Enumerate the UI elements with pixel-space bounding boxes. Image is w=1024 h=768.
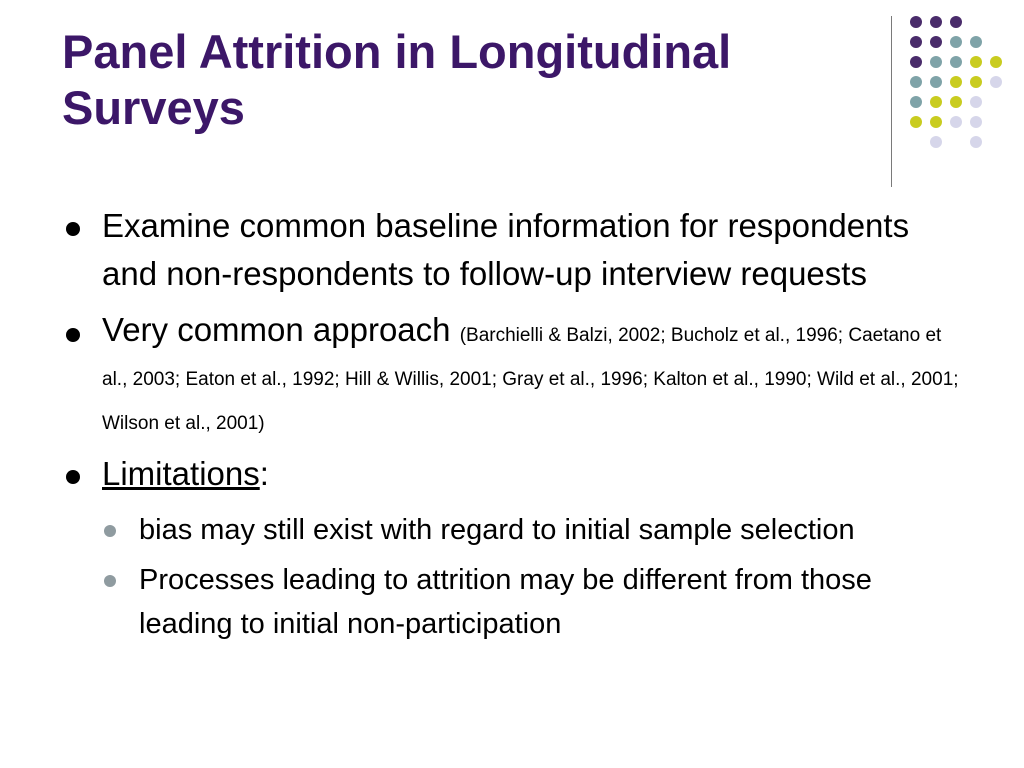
- bullet-baseline-info: Examine common baseline information for …: [62, 202, 962, 298]
- bullet-dot-icon: [66, 328, 80, 342]
- bullet-text: Examine common baseline information for …: [102, 207, 910, 292]
- sub-bullet-text: Processes leading to attrition may be di…: [139, 564, 872, 640]
- decoration-dot: [950, 36, 962, 48]
- decoration-dot: [930, 116, 942, 128]
- dot-grid-decoration: [910, 16, 1002, 148]
- slide-body: Examine common baseline information for …: [62, 202, 962, 652]
- decoration-dot: [950, 56, 962, 68]
- bullet-dot-icon: [66, 222, 80, 236]
- sub-bullet-dot-icon: [104, 525, 116, 537]
- bullet-common-approach: Very common approach (Barchielli & Balzi…: [62, 308, 962, 440]
- limitations-label: Limitations: [102, 455, 260, 492]
- decoration-dot: [970, 36, 982, 48]
- bullet-dot-icon: [66, 470, 80, 484]
- decoration-dot: [970, 116, 982, 128]
- sub-bullet-sample-bias: bias may still exist with regard to init…: [101, 508, 962, 552]
- decoration-dot: [930, 36, 942, 48]
- citation-text: (Barchielli & Balzi, 2002; Bucholz et al…: [102, 325, 959, 434]
- decoration-dot: [930, 16, 942, 28]
- decoration-dot: [950, 116, 962, 128]
- slide-title: Panel Attrition in Longitudinal Surveys: [62, 25, 732, 134]
- decoration-dot: [970, 136, 982, 148]
- bullet-text: Very common approach: [102, 311, 451, 348]
- decoration-dot: [910, 96, 922, 108]
- decoration-dot: [930, 56, 942, 68]
- decoration-dot: [910, 16, 922, 28]
- decoration-dot: [930, 136, 942, 148]
- sub-bullet-dot-icon: [104, 575, 116, 587]
- decoration-dot: [950, 76, 962, 88]
- decoration-dot: [990, 56, 1002, 68]
- title-divider: [891, 16, 892, 187]
- decoration-dot: [910, 76, 922, 88]
- decoration-dot: [910, 56, 922, 68]
- decoration-dot: [950, 96, 962, 108]
- decoration-dot: [910, 36, 922, 48]
- decoration-dot: [910, 116, 922, 128]
- decoration-dot: [990, 76, 1002, 88]
- decoration-dot: [970, 76, 982, 88]
- bullet-limitations: Limitations:: [62, 450, 962, 498]
- decoration-dot: [970, 56, 982, 68]
- sub-bullet-attrition-processes: Processes leading to attrition may be di…: [101, 558, 962, 646]
- limitations-colon: :: [259, 455, 269, 492]
- sub-bullet-text: bias may still exist with regard to init…: [139, 514, 855, 546]
- decoration-dot: [930, 76, 942, 88]
- decoration-dot: [950, 16, 962, 28]
- decoration-dot: [970, 96, 982, 108]
- decoration-dot: [930, 96, 942, 108]
